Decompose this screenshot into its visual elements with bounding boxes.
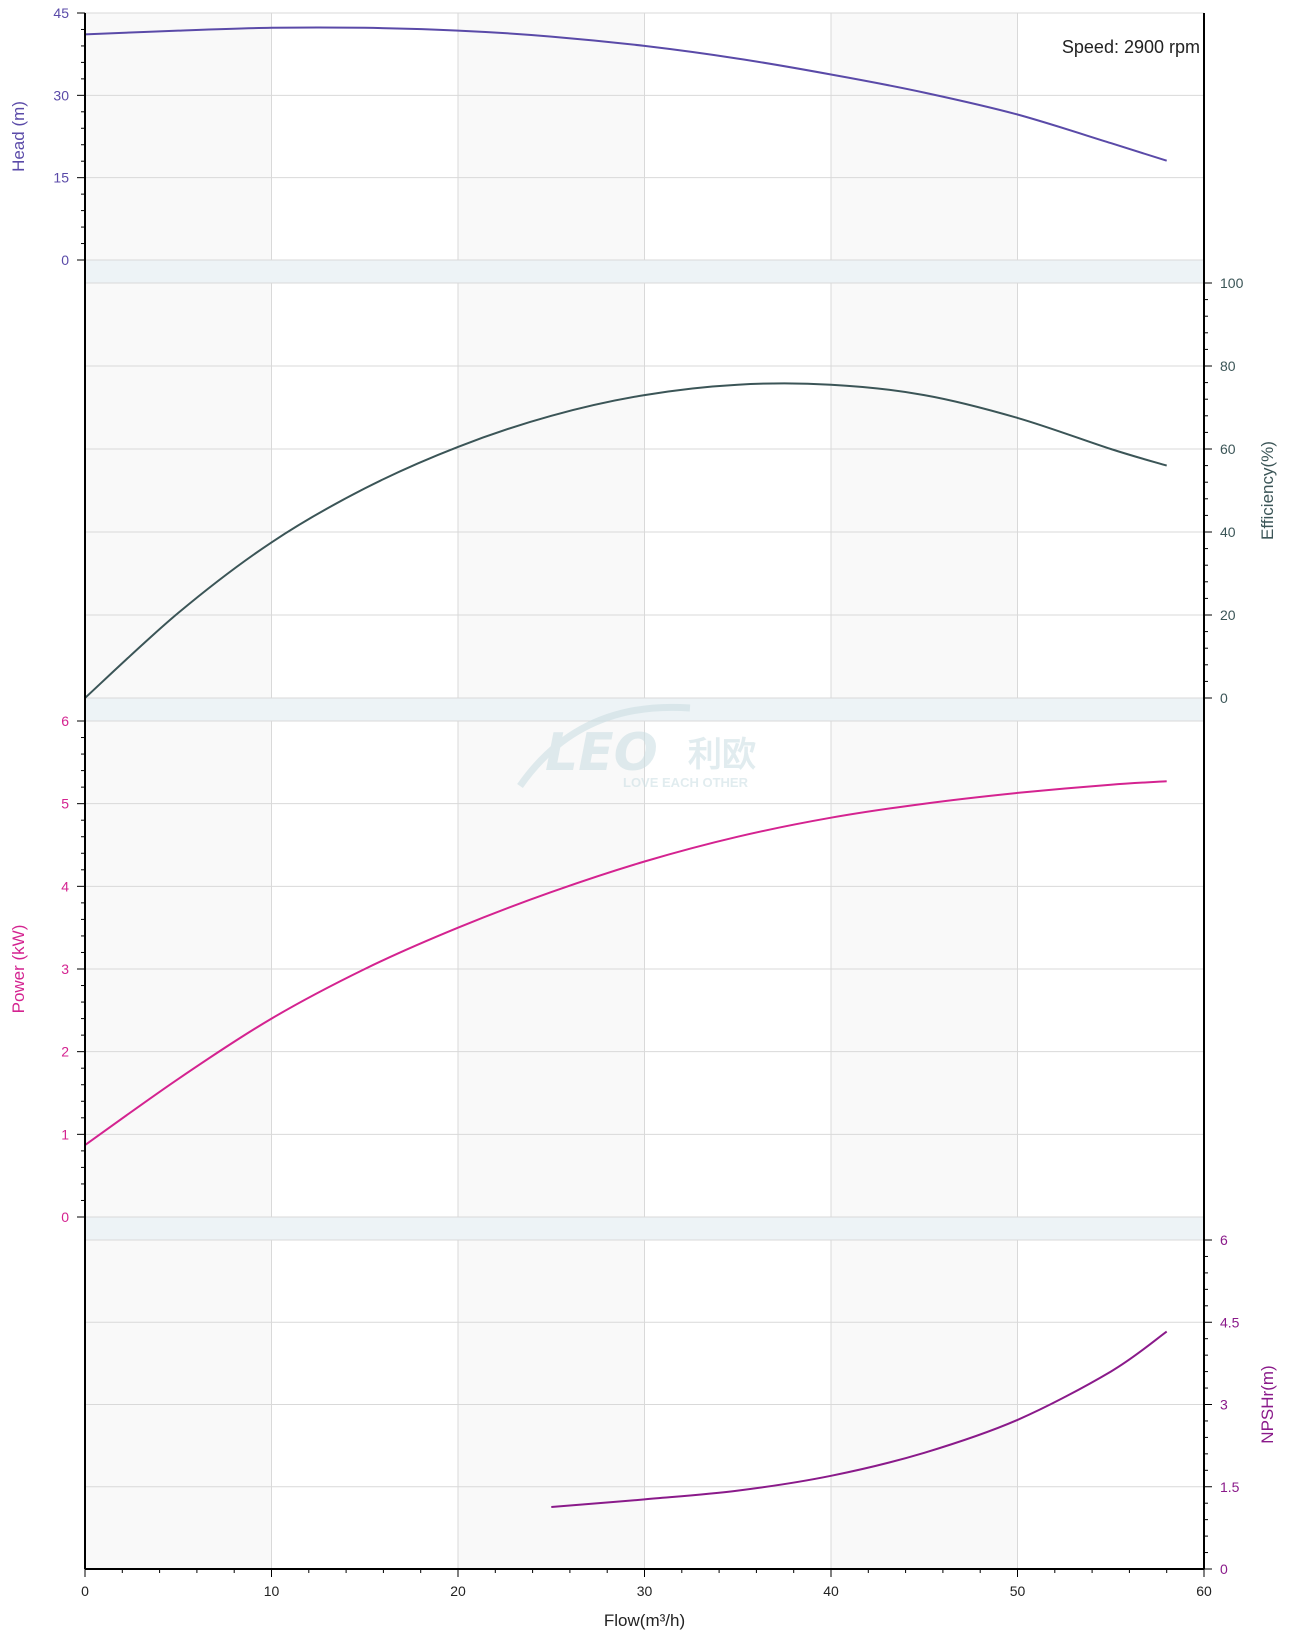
npshr-tick-label: 6 bbox=[1220, 1232, 1228, 1248]
watermark-logo-text: LEO bbox=[545, 723, 658, 783]
grid-column-band bbox=[644, 283, 831, 698]
leo-watermark-logo: LEO 利欧 LOVE EACH OTHER bbox=[517, 703, 756, 790]
x-tick-label: 30 bbox=[637, 1583, 653, 1599]
x-tick-label: 60 bbox=[1196, 1583, 1212, 1599]
power-tick-label: 2 bbox=[61, 1044, 69, 1060]
x-tick-label: 10 bbox=[264, 1583, 280, 1599]
head-tick-label: 15 bbox=[53, 170, 69, 186]
grid-column-band bbox=[85, 13, 272, 260]
grid-column-band bbox=[458, 283, 645, 698]
head-tick-label: 0 bbox=[61, 252, 69, 268]
efficiency-tick-label: 80 bbox=[1220, 358, 1236, 374]
grid-column-band bbox=[831, 13, 1018, 260]
npshr-tick-label: 0 bbox=[1220, 1561, 1228, 1577]
efficiency-tick-label: 0 bbox=[1220, 690, 1228, 706]
head-axis-title: Head (m) bbox=[9, 101, 28, 172]
head-tick-label: 30 bbox=[53, 87, 69, 103]
grid-column-band bbox=[271, 283, 458, 698]
panel-separator-band bbox=[85, 1217, 1204, 1240]
head-tick-label: 45 bbox=[53, 5, 69, 21]
efficiency-tick-label: 40 bbox=[1220, 524, 1236, 540]
grid-column-band bbox=[1017, 283, 1204, 698]
efficiency-axis-title: Efficiency(%) bbox=[1258, 441, 1277, 540]
npshr-tick-label: 4.5 bbox=[1220, 1314, 1240, 1330]
efficiency-tick-label: 100 bbox=[1220, 275, 1244, 291]
power-tick-label: 1 bbox=[61, 1126, 69, 1142]
npshr-tick-label: 1.5 bbox=[1220, 1479, 1240, 1495]
power-tick-label: 6 bbox=[61, 713, 69, 729]
grid-column-band bbox=[458, 13, 645, 260]
x-axis-title: Flow(m³/h) bbox=[604, 1611, 685, 1630]
speed-annotation: Speed: 2900 rpm bbox=[1062, 37, 1200, 57]
x-tick-label: 0 bbox=[81, 1583, 89, 1599]
grid-column-band bbox=[85, 283, 272, 698]
npshr-curve bbox=[551, 1330, 1168, 1508]
head-curve bbox=[84, 26, 1168, 162]
efficiency-tick-label: 20 bbox=[1220, 607, 1236, 623]
efficiency-curve bbox=[84, 382, 1167, 699]
power-tick-label: 0 bbox=[61, 1209, 69, 1225]
efficiency-tick-label: 60 bbox=[1220, 441, 1236, 457]
x-tick-label: 20 bbox=[450, 1583, 466, 1599]
watermark-tagline: LOVE EACH OTHER bbox=[623, 775, 749, 790]
x-tick-label: 40 bbox=[823, 1583, 839, 1599]
power-tick-label: 3 bbox=[61, 961, 69, 977]
grid-column-band bbox=[271, 13, 458, 260]
x-tick-label: 50 bbox=[1010, 1583, 1026, 1599]
grid-column-band bbox=[644, 13, 831, 260]
watermark-chinese-text: 利欧 bbox=[688, 736, 756, 774]
power-tick-label: 5 bbox=[61, 796, 69, 812]
npshr-tick-label: 3 bbox=[1220, 1397, 1228, 1413]
grid-column-band bbox=[1017, 13, 1204, 260]
power-axis-title: Power (kW) bbox=[9, 925, 28, 1014]
power-tick-label: 4 bbox=[61, 878, 69, 894]
grid-column-band bbox=[831, 283, 1018, 698]
panel-separator-band bbox=[85, 260, 1204, 283]
power-curve bbox=[84, 780, 1167, 1146]
npshr-axis-title: NPSHr(m) bbox=[1258, 1365, 1277, 1443]
